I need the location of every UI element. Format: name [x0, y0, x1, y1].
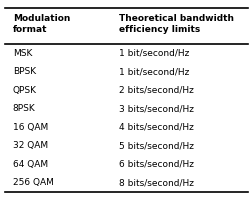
- Text: 8PSK: 8PSK: [13, 104, 35, 113]
- Text: 3 bits/second/Hz: 3 bits/second/Hz: [118, 104, 193, 113]
- Text: Theoretical bandwidth
efficiency limits: Theoretical bandwidth efficiency limits: [118, 14, 233, 34]
- Text: 1 bit/second/Hz: 1 bit/second/Hz: [118, 67, 188, 76]
- Text: 2 bits/second/Hz: 2 bits/second/Hz: [118, 86, 193, 95]
- Text: 64 QAM: 64 QAM: [13, 160, 48, 169]
- Text: BPSK: BPSK: [13, 67, 36, 76]
- Text: 256 QAM: 256 QAM: [13, 178, 53, 187]
- Text: 1 bit/second/Hz: 1 bit/second/Hz: [118, 49, 188, 58]
- Text: 16 QAM: 16 QAM: [13, 123, 48, 132]
- Text: QPSK: QPSK: [13, 86, 37, 95]
- Text: 8 bits/second/Hz: 8 bits/second/Hz: [118, 178, 193, 187]
- Text: 4 bits/second/Hz: 4 bits/second/Hz: [118, 123, 193, 132]
- Text: 6 bits/second/Hz: 6 bits/second/Hz: [118, 160, 193, 169]
- Text: 32 QAM: 32 QAM: [13, 141, 48, 150]
- Text: MSK: MSK: [13, 49, 32, 58]
- Text: Modulation
format: Modulation format: [13, 14, 70, 34]
- Text: 5 bits/second/Hz: 5 bits/second/Hz: [118, 141, 193, 150]
